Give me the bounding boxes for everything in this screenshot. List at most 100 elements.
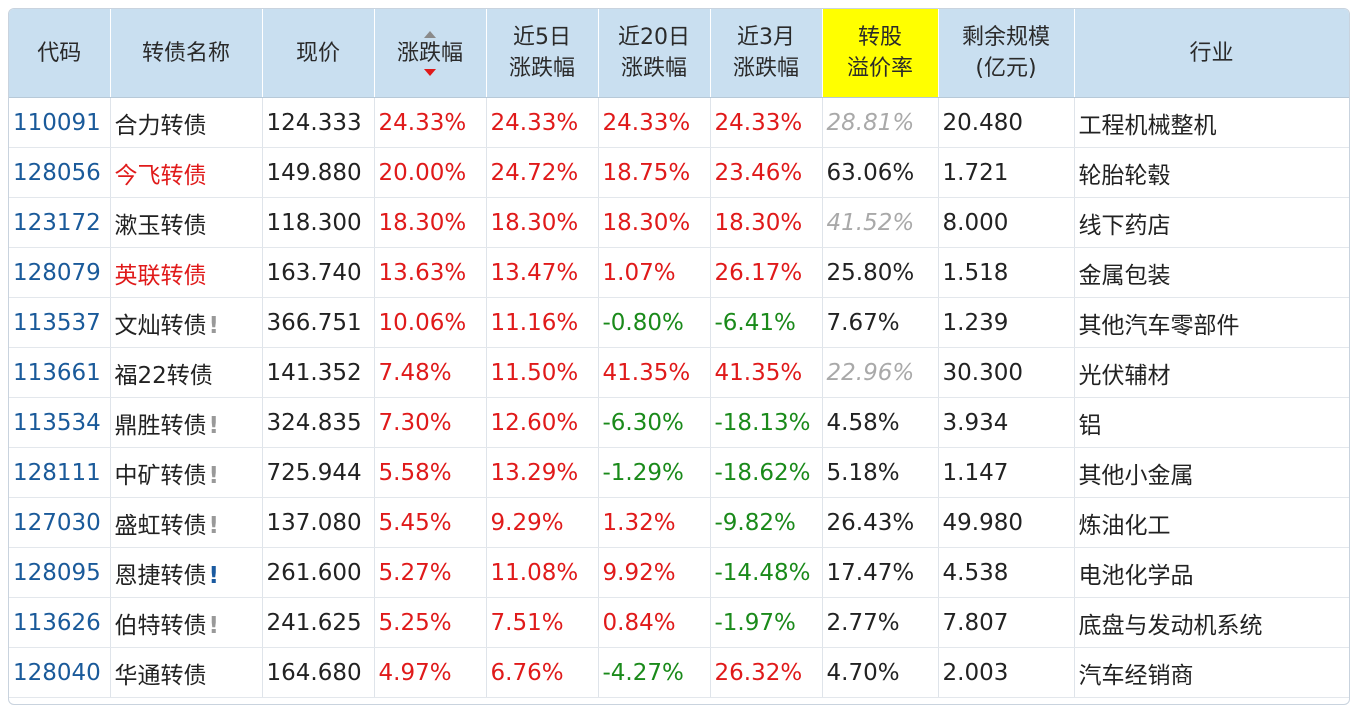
change-20d-cell-text: 0.84% <box>602 609 676 636</box>
remaining-size-cell: 1.518 <box>938 247 1075 298</box>
bond-code-link-text[interactable]: 113537 <box>13 309 101 336</box>
table-row[interactable]: 128095 恩捷转债! 261.600 5.27% 11.08% 9.92% -14.48… <box>9 547 1349 598</box>
bond-code-link-text[interactable]: 113661 <box>13 359 101 386</box>
bond-code-link[interactable]: 128056 <box>9 147 111 198</box>
bond-code-link[interactable]: 113537 <box>9 297 111 348</box>
conversion-premium-cell: 25.80% <box>822 247 939 298</box>
bond-name-link-text[interactable]: 恩捷转债 <box>114 562 207 589</box>
bond-code-link[interactable]: 123172 <box>9 197 111 248</box>
alert-exclamation-icon[interactable]: ! <box>208 512 220 539</box>
bond-name-link-text[interactable]: 华通转债 <box>114 662 207 689</box>
industry-cell: 炼油化工 <box>1074 497 1349 548</box>
alert-exclamation-icon[interactable]: ! <box>208 612 220 639</box>
industry-cell-text: 工程机械整机 <box>1078 112 1217 139</box>
remaining-size-cell: 30.300 <box>938 347 1075 398</box>
change-20d-cell: 1.07% <box>598 247 711 298</box>
table-row[interactable]: 113537 文灿转债! 366.751 10.06% 11.16% -0.80% -6.4… <box>9 297 1349 348</box>
table-body: 110091 合力转债 124.333 24.33% 24.33% 24.33% 24.33… <box>9 97 1349 698</box>
column-header-conversion-premium[interactable]: 转股 溢价率 <box>822 9 939 98</box>
bond-name-link[interactable]: 今飞转债 <box>110 147 263 198</box>
change-5d-cell-text: 24.72% <box>490 159 579 186</box>
table-row[interactable]: 128079 英联转债 163.740 13.63% 13.47% 1.07% 26.17%… <box>9 247 1349 298</box>
bond-name-link[interactable]: 英联转债 <box>110 247 263 298</box>
bond-code-link[interactable]: 128111 <box>9 447 111 498</box>
bond-name-link-text[interactable]: 文灿转债 <box>114 312 207 339</box>
bond-name-link[interactable]: 福22转债 <box>110 347 263 398</box>
bond-code-link[interactable]: 113626 <box>9 597 111 648</box>
bond-name-link[interactable]: 中矿转债! <box>110 447 263 498</box>
bond-name-link-text[interactable]: 漱玉转债 <box>114 212 207 239</box>
change-cell-text: 5.45% <box>378 509 452 536</box>
table-row[interactable]: 127030 盛虹转债! 137.080 5.45% 9.29% 1.32% -9.82% 2… <box>9 497 1349 548</box>
bond-name-link[interactable]: 恩捷转债! <box>110 547 263 598</box>
table-row[interactable]: 123172 漱玉转债 118.300 18.30% 18.30% 18.30% 18.30… <box>9 197 1349 248</box>
alert-exclamation-icon[interactable]: ! <box>208 312 220 339</box>
table-row[interactable]: 110091 合力转债 124.333 24.33% 24.33% 24.33% 24.33… <box>9 97 1349 148</box>
change-5d-cell: 7.51% <box>486 597 599 648</box>
alert-exclamation-icon[interactable]: ! <box>208 562 220 589</box>
bond-code-link-text[interactable]: 128111 <box>13 459 101 486</box>
alert-exclamation-icon[interactable]: ! <box>208 412 220 439</box>
bond-name-link[interactable]: 盛虹转债! <box>110 497 263 548</box>
remaining-size-cell: 1.721 <box>938 147 1075 198</box>
bond-code-link-text[interactable]: 110091 <box>13 109 101 136</box>
bond-name-link-text[interactable]: 盛虹转债 <box>114 512 207 539</box>
sort-descending-icon[interactable] <box>424 68 436 76</box>
column-header-change-3m[interactable]: 近3月 涨跌幅 <box>710 9 823 98</box>
table-row[interactable]: 128111 中矿转债! 725.944 5.58% 13.29% -1.29% -18.6… <box>9 447 1349 498</box>
bond-name-link[interactable]: 合力转债 <box>110 97 263 148</box>
price-cell: 241.625 <box>262 597 375 648</box>
remaining-size-cell-text: 8.000 <box>942 209 1009 236</box>
bond-name-link[interactable]: 漱玉转债 <box>110 197 263 248</box>
column-header-remaining-size[interactable]: 剩余规模 (亿元) <box>938 9 1075 98</box>
column-header-change[interactable]: 涨跌幅 <box>374 9 487 98</box>
sort-ascending-icon[interactable] <box>424 30 436 38</box>
table-row[interactable]: 128056 今飞转债 149.880 20.00% 24.72% 18.75% 23.46… <box>9 147 1349 198</box>
bond-code-link[interactable]: 128095 <box>9 547 111 598</box>
change-cell: 7.48% <box>374 347 487 398</box>
bond-code-link[interactable]: 127030 <box>9 497 111 548</box>
column-header-change-5d[interactable]: 近5日 涨跌幅 <box>486 9 599 98</box>
bond-code-link[interactable]: 113661 <box>9 347 111 398</box>
bond-code-link-text[interactable]: 127030 <box>13 509 101 536</box>
column-header-label: 剩余规模 <box>961 25 1050 50</box>
bond-code-link-text[interactable]: 128079 <box>13 259 101 286</box>
bond-code-link[interactable]: 128040 <box>9 647 111 698</box>
conversion-premium-cell-text: 28.81% <box>826 109 915 136</box>
industry-cell-text: 底盘与发动机系统 <box>1078 612 1263 639</box>
bond-name-link-text[interactable]: 伯特转债 <box>114 612 207 639</box>
conversion-premium-cell-text: 7.67% <box>826 309 900 336</box>
bond-name-link-text[interactable]: 鼎胜转债 <box>114 412 207 439</box>
bond-code-link[interactable]: 113534 <box>9 397 111 448</box>
table-row[interactable]: 113534 鼎胜转债! 324.835 7.30% 12.60% -6.30% -18.1… <box>9 397 1349 448</box>
table-row[interactable]: 113661 福22转债 141.352 7.48% 11.50% 41.35% 41.35… <box>9 347 1349 398</box>
column-header-price[interactable]: 现价 <box>262 9 375 98</box>
price-cell-text: 366.751 <box>266 309 362 336</box>
bond-name-link[interactable]: 华通转债 <box>110 647 263 698</box>
bond-name-link-text[interactable]: 今飞转债 <box>114 162 207 189</box>
column-header-industry[interactable]: 行业 <box>1074 9 1349 98</box>
column-header-code[interactable]: 代码 <box>9 9 111 98</box>
table-row[interactable]: 113626 伯特转债! 241.625 5.25% 7.51% 0.84% -1.97% 2… <box>9 597 1349 648</box>
table-row[interactable]: 128040 华通转债 164.680 4.97% 6.76% -4.27% 26.32% 4… <box>9 647 1349 698</box>
column-header-name[interactable]: 转债名称 <box>110 9 263 98</box>
bond-code-link-text[interactable]: 128056 <box>13 159 101 186</box>
bond-code-link-text[interactable]: 113626 <box>13 609 101 636</box>
bond-name-link[interactable]: 伯特转债! <box>110 597 263 648</box>
bond-name-link-text[interactable]: 中矿转债 <box>114 462 207 489</box>
bond-code-link-text[interactable]: 128095 <box>13 559 101 586</box>
bond-code-link[interactable]: 110091 <box>9 97 111 148</box>
change-20d-cell: 41.35% <box>598 347 711 398</box>
column-header-change-20d[interactable]: 近20日 涨跌幅 <box>598 9 711 98</box>
change-20d-cell-text: -6.30% <box>602 409 684 436</box>
alert-exclamation-icon[interactable]: ! <box>208 462 220 489</box>
bond-name-link-text[interactable]: 英联转债 <box>114 262 207 289</box>
bond-code-link-text[interactable]: 113534 <box>13 409 101 436</box>
bond-name-link[interactable]: 鼎胜转债! <box>110 397 263 448</box>
bond-code-link[interactable]: 128079 <box>9 247 111 298</box>
bond-code-link-text[interactable]: 123172 <box>13 209 101 236</box>
bond-code-link-text[interactable]: 128040 <box>13 659 101 686</box>
bond-name-link[interactable]: 文灿转债! <box>110 297 263 348</box>
bond-name-link-text[interactable]: 福22转债 <box>114 362 213 389</box>
bond-name-link-text[interactable]: 合力转债 <box>114 112 207 139</box>
